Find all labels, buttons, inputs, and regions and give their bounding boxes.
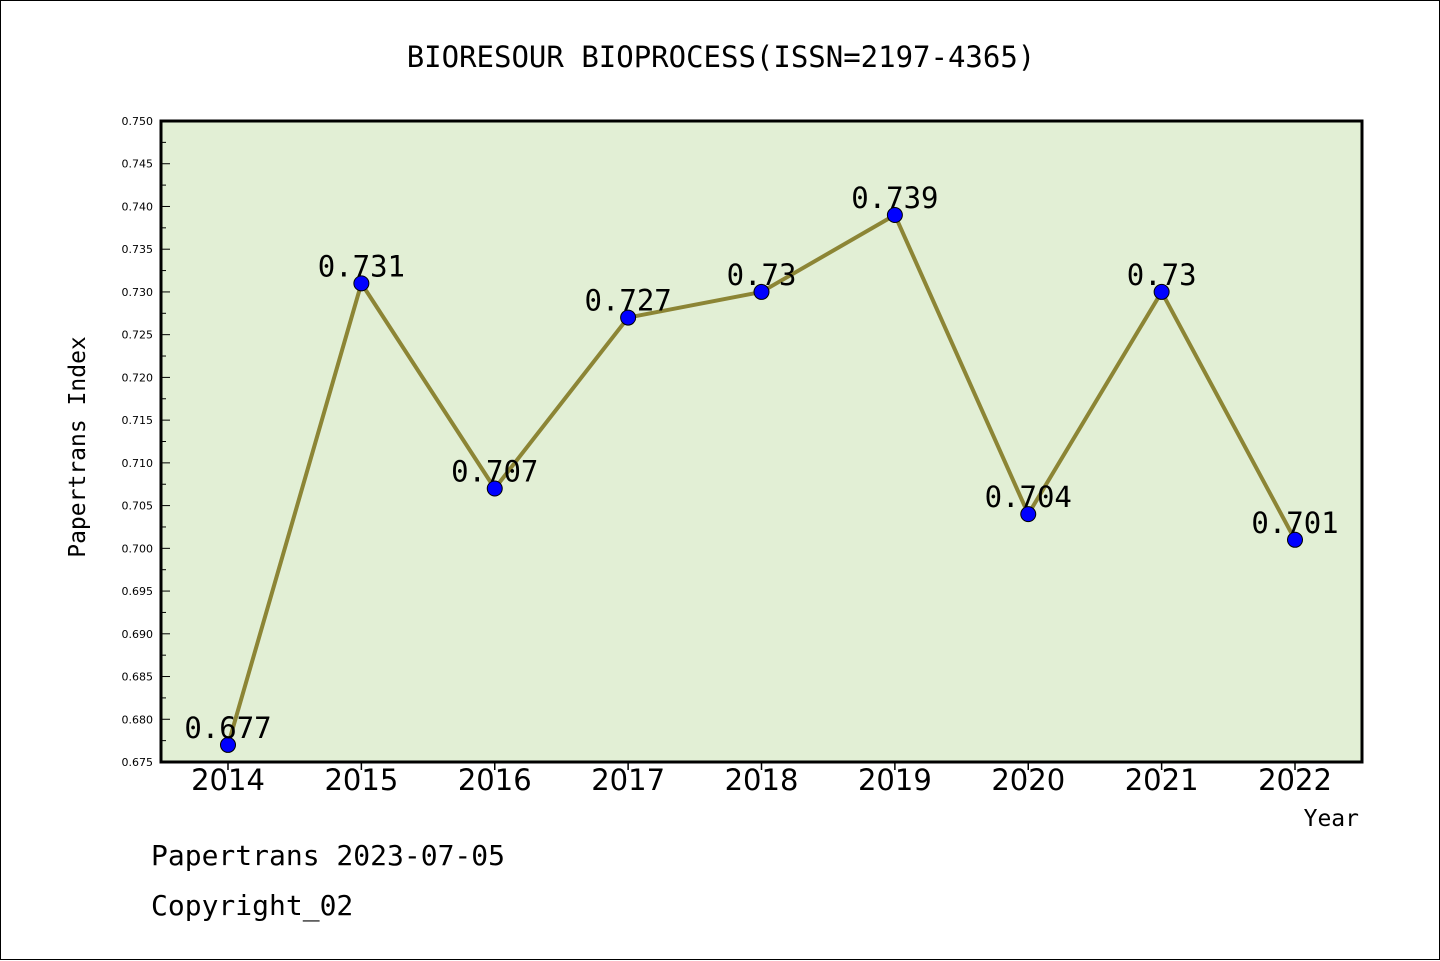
x-tick-label: 2019 bbox=[858, 763, 932, 797]
data-labels: 0.677 0.731 0.707 0.727 0.73 0.739 0.704 0.73 0.… bbox=[184, 181, 1338, 745]
data-label: 0.73 bbox=[727, 258, 797, 292]
footer-copyright: Copyright_02 bbox=[151, 889, 353, 923]
data-point bbox=[1020, 506, 1037, 523]
data-label: 0.727 bbox=[584, 284, 671, 318]
x-tick-label: 2021 bbox=[1125, 763, 1199, 797]
data-point bbox=[1287, 531, 1303, 548]
y-tick-label: 0.740 bbox=[122, 200, 154, 213]
y-tick-label: 0.720 bbox=[122, 371, 154, 384]
data-point bbox=[486, 480, 503, 497]
y-tick-label: 0.710 bbox=[122, 457, 154, 470]
x-tick-label: 2014 bbox=[191, 763, 265, 797]
data-label: 0.731 bbox=[318, 249, 405, 283]
x-tick-label: 2018 bbox=[725, 763, 799, 797]
y-tick-label: 0.700 bbox=[122, 542, 154, 555]
x-tick-label: 2020 bbox=[991, 763, 1065, 797]
y-tick-label: 0.685 bbox=[122, 671, 154, 684]
x-axis: 2014 2015 2016 2017 2018 2019 2020 2021 2022 bbox=[191, 762, 1332, 797]
data-label: 0.707 bbox=[451, 455, 538, 489]
y-tick-label: 0.750 bbox=[122, 115, 154, 128]
data-label: 0.677 bbox=[184, 711, 271, 745]
y-tick-label: 0.730 bbox=[122, 286, 154, 299]
y-tick-label: 0.680 bbox=[122, 713, 154, 726]
x-tick-label: 2016 bbox=[458, 763, 532, 797]
plot-area bbox=[159, 119, 1364, 764]
data-point bbox=[620, 309, 637, 326]
y-tick-label: 0.725 bbox=[122, 329, 154, 342]
chart-title: BIORESOUR BIOPROCESS(ISSN=2197-4365) bbox=[407, 40, 1036, 74]
data-label: 0.701 bbox=[1251, 506, 1338, 540]
y-tick-label: 0.675 bbox=[122, 756, 154, 769]
y-tick-label: 0.705 bbox=[122, 500, 154, 513]
data-point bbox=[753, 283, 770, 300]
series-points bbox=[220, 207, 1303, 753]
x-tick-label: 2015 bbox=[324, 763, 398, 797]
y-tick-label: 0.695 bbox=[122, 585, 154, 598]
data-point bbox=[220, 736, 236, 753]
data-label: 0.704 bbox=[985, 480, 1072, 514]
data-point bbox=[1153, 283, 1170, 300]
footer-date: Papertrans 2023-07-05 bbox=[151, 839, 505, 872]
data-label: 0.739 bbox=[851, 181, 938, 215]
x-tick-label: 2022 bbox=[1258, 763, 1332, 797]
y-tick-label: 0.690 bbox=[122, 628, 154, 641]
y-axis: 0.675 0.680 0.685 0.690 0.695 0.700 0.705 0.710… bbox=[122, 115, 170, 769]
y-tick-label: 0.735 bbox=[122, 243, 154, 256]
x-axis-label: Year bbox=[1304, 806, 1359, 832]
y-axis-label: Papertrans Index bbox=[65, 336, 91, 558]
y-tick-label: 0.715 bbox=[122, 414, 154, 427]
data-point bbox=[886, 207, 903, 224]
x-tick-label: 2017 bbox=[591, 763, 665, 797]
data-label: 0.73 bbox=[1127, 258, 1197, 292]
y-tick-label: 0.745 bbox=[122, 158, 154, 171]
data-point bbox=[353, 275, 370, 292]
